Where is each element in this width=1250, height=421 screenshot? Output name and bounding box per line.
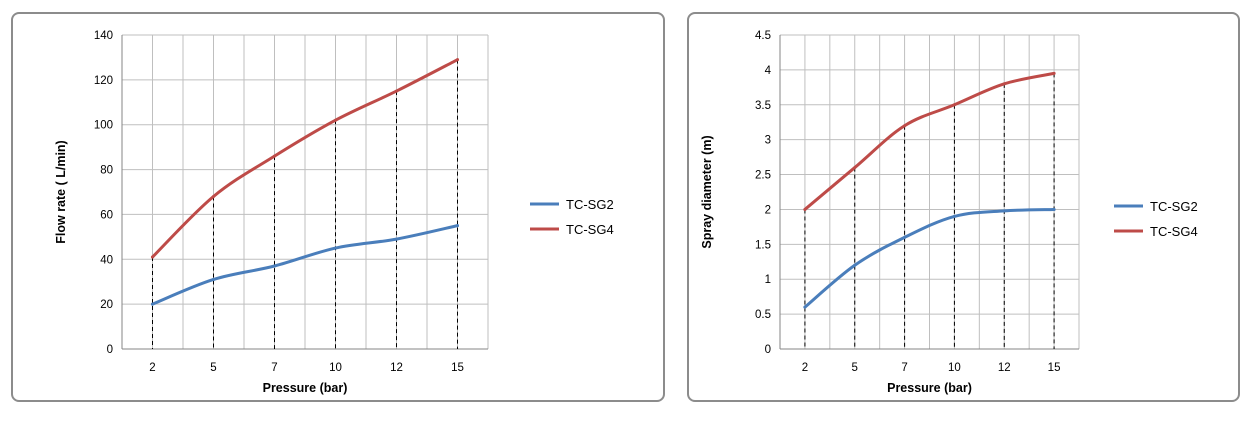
y-tick-label: 40 [100, 254, 113, 266]
tc-sg4-point [803, 207, 807, 211]
x-tick-label: 15 [1048, 362, 1061, 374]
x-tick-label: 10 [329, 362, 342, 374]
x-tick-label: 2 [149, 362, 155, 374]
y-tick-label: 60 [100, 209, 113, 221]
legend-label-tc-sg2: TC-SG2 [1150, 199, 1198, 214]
x-tick-label: 5 [852, 362, 858, 374]
tc-sg4-line [151, 58, 459, 259]
tc-sg4-point [334, 118, 337, 122]
legend-label-tc-sg4: TC-SG4 [566, 222, 614, 237]
y-tick-label: 2 [765, 204, 771, 216]
tc-sg4-point [1052, 71, 1056, 75]
tc-sg4-point [395, 89, 398, 93]
tc-sg2-point [803, 305, 807, 309]
legend-label-tc-sg2: TC-SG2 [566, 197, 614, 212]
x-tick-label: 12 [390, 362, 403, 374]
x-axis-title: Pressure (bar) [263, 381, 348, 395]
x-tick-label: 5 [210, 362, 216, 374]
tc-sg4-point [903, 124, 907, 128]
x-tick-label: 10 [948, 362, 961, 374]
tc-sg2-point [1002, 209, 1006, 213]
flow-rate-chart-panel: 0 20 40 60 80 100 120 140 2 5 7 10 12 15 Pressure (bar… [11, 12, 665, 402]
tc-sg2-point [273, 264, 276, 268]
x-tick-label: 15 [451, 362, 464, 374]
tc-sg2-point [456, 224, 459, 228]
y-axis-title: Flow rate ( L/min) [54, 140, 68, 243]
y-tick-label: 2.5 [755, 170, 771, 182]
legend-label-tc-sg4: TC-SG4 [1150, 224, 1198, 239]
tc-sg2-point [903, 235, 907, 239]
tc-sg2-point [212, 277, 215, 281]
spray-diameter-chart: 0 0.5 1 1.5 2 2.5 3 3.5 4 4.5 2 5 7 10 12 15 Pressure (b… [700, 30, 1198, 395]
tc-sg4-point [853, 166, 857, 170]
spray-diameter-chart-panel: 0 0.5 1 1.5 2 2.5 3 3.5 4 4.5 2 5 7 10 12 15 Pressure (b… [687, 12, 1240, 402]
x-tick-label: 7 [271, 362, 277, 374]
tc-sg2-line [803, 207, 1056, 309]
tc-sg2-point [151, 302, 154, 306]
tc-sg4-point [952, 103, 956, 107]
y-tick-label: 20 [100, 299, 113, 311]
y-tick-label: 3 [765, 135, 771, 147]
tc-sg2-point [395, 237, 398, 241]
tc-sg2-point [334, 246, 337, 250]
y-tick-label: 1 [765, 274, 771, 286]
tc-sg4-point [212, 194, 215, 198]
y-tick-label: 100 [94, 120, 113, 132]
tc-sg4-line [803, 71, 1056, 211]
y-tick-label: 4 [765, 65, 772, 77]
y-tick-label: 0.5 [755, 309, 771, 321]
x-axis-title: Pressure (bar) [887, 381, 972, 395]
tc-sg4-point [151, 255, 154, 259]
y-tick-label: 120 [94, 75, 113, 87]
tc-sg4-point [456, 58, 459, 62]
tc-sg4-point [273, 154, 276, 158]
tc-sg2-point [1052, 207, 1056, 211]
tc-sg2-point [952, 214, 956, 218]
tc-sg2-point [853, 263, 857, 267]
x-tick-label: 7 [901, 362, 907, 374]
x-tick-label: 12 [998, 362, 1011, 374]
x-tick-label: 2 [802, 362, 808, 374]
flow-rate-chart: 0 20 40 60 80 100 120 140 2 5 7 10 12 15 Pressure (bar… [54, 30, 614, 395]
y-tick-label: 0 [107, 344, 113, 356]
y-tick-label: 4.5 [755, 30, 771, 42]
tc-sg2-line [151, 224, 459, 306]
y-tick-label: 140 [94, 30, 113, 42]
y-tick-label: 80 [100, 165, 113, 177]
y-tick-label: 3.5 [755, 100, 771, 112]
tc-sg4-point [1002, 82, 1006, 86]
y-tick-label: 1.5 [755, 239, 771, 251]
y-axis-title: Spray diameter (m) [700, 135, 714, 248]
y-tick-label: 0 [765, 344, 771, 356]
